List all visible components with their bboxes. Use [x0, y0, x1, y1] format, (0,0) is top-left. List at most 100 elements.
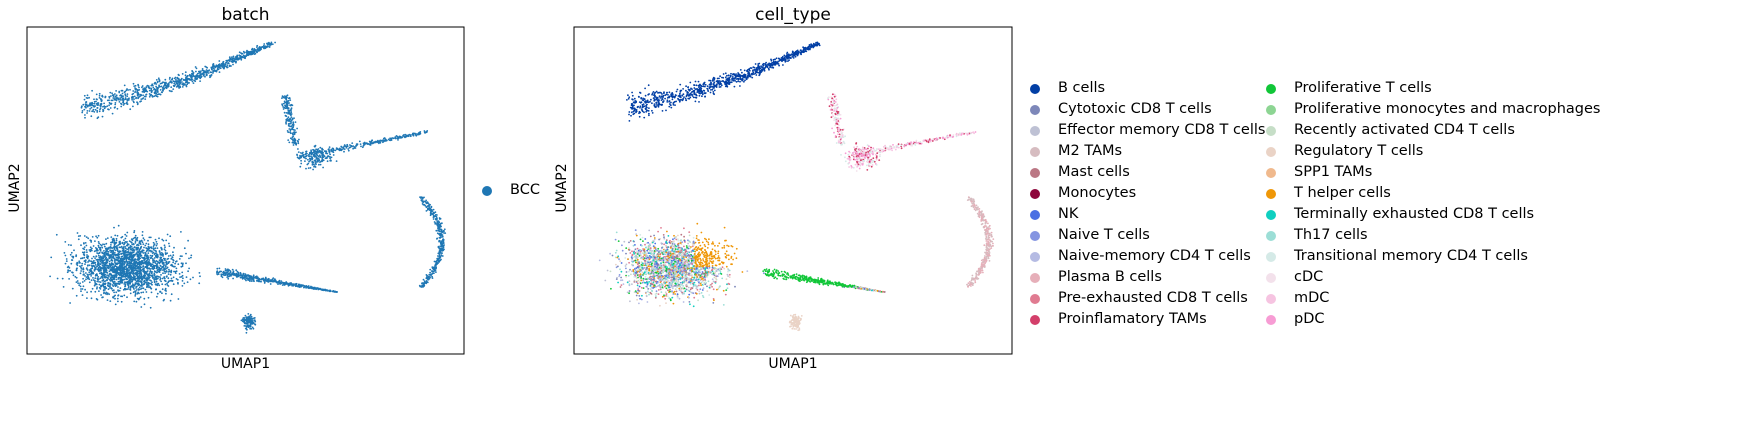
umap-point: [150, 291, 153, 294]
umap-point: [293, 133, 296, 136]
umap-point: [81, 288, 84, 290]
umap-point: [434, 269, 437, 272]
umap-point: [140, 245, 143, 248]
umap-point: [71, 287, 74, 290]
umap-point: [83, 251, 86, 254]
umap-point: [245, 279, 247, 282]
umap-point: [135, 300, 138, 303]
umap-point: [319, 163, 322, 166]
umap-point: [431, 266, 434, 269]
umap-point: [90, 103, 93, 106]
umap-point: [256, 279, 258, 282]
umap-point: [136, 279, 139, 282]
umap-point: [153, 253, 156, 256]
umap-point: [293, 117, 295, 120]
umap-point: [156, 243, 159, 245]
umap-point: [114, 95, 117, 98]
umap-point: [133, 300, 136, 303]
umap-point: [291, 132, 294, 135]
legend-item: Transitional memory CD4 T cells: [1266, 246, 1600, 267]
umap-point: [297, 148, 299, 150]
umap-point: [330, 159, 332, 162]
umap-point: [428, 273, 431, 276]
umap-point: [141, 85, 144, 87]
umap-point: [224, 274, 227, 276]
umap-point: [382, 137, 385, 140]
umap-point: [125, 266, 128, 268]
umap-point: [246, 325, 249, 327]
umap-point: [105, 257, 107, 259]
umap-point: [198, 71, 201, 73]
umap-point: [103, 102, 105, 105]
umap-point: [107, 252, 109, 255]
umap-point: [158, 84, 161, 87]
umap-point: [115, 99, 118, 102]
umap-point: [727, 74, 730, 77]
umap-point: [322, 153, 324, 156]
umap-point: [679, 83, 682, 86]
umap-point: [111, 259, 114, 262]
umap-point: [124, 273, 127, 275]
umap-point: [180, 262, 183, 265]
umap-point: [169, 254, 172, 257]
umap-point: [285, 121, 287, 124]
umap-point: [123, 242, 126, 245]
umap-point: [291, 117, 294, 120]
umap-point: [198, 282, 201, 285]
legend-item: Monocytes: [1030, 183, 1265, 204]
umap-point: [399, 136, 401, 139]
umap-point: [436, 259, 439, 261]
umap-point: [150, 93, 153, 96]
umap-point: [436, 238, 438, 240]
umap-point: [151, 254, 154, 257]
umap-point: [174, 84, 177, 86]
umap-point: [437, 227, 440, 229]
umap-point: [205, 74, 208, 76]
umap-point: [156, 295, 158, 298]
umap-point: [89, 108, 91, 110]
umap-point: [289, 137, 292, 140]
umap-point: [126, 243, 129, 245]
umap-point: [323, 154, 325, 157]
umap-point: [148, 93, 151, 95]
umap-point: [436, 214, 438, 216]
umap-point: [231, 56, 233, 59]
umap-point: [109, 300, 112, 302]
umap-point: [407, 134, 409, 137]
umap-point: [368, 140, 371, 143]
umap-point: [177, 298, 180, 300]
umap-point: [141, 234, 144, 237]
umap-point: [249, 327, 252, 330]
umap-point: [438, 221, 441, 224]
umap-point: [107, 282, 110, 285]
umap-point: [150, 264, 153, 267]
umap-point: [202, 69, 205, 72]
legend-label: Transitional memory CD4 T cells: [1294, 248, 1528, 264]
umap-point: [93, 269, 96, 271]
umap-point: [141, 86, 143, 89]
umap-point: [158, 237, 160, 240]
umap-point: [328, 149, 330, 152]
umap-point: [432, 268, 435, 271]
umap-point: [171, 81, 173, 84]
umap-point: [80, 257, 82, 260]
legend-label: B cells: [1058, 80, 1106, 96]
umap-point: [144, 90, 147, 93]
umap-point: [70, 262, 73, 265]
umap-point: [172, 84, 175, 87]
umap-point: [258, 49, 260, 52]
umap-point: [271, 43, 274, 46]
legend-label: Proliferative T cells: [1294, 80, 1432, 96]
umap-point: [320, 152, 323, 155]
umap-point: [119, 97, 121, 100]
umap-point: [104, 292, 107, 295]
umap-point: [323, 288, 326, 291]
umap-point: [222, 60, 225, 63]
umap-point: [249, 50, 252, 53]
umap-point: [244, 55, 247, 57]
umap-point: [76, 264, 79, 267]
umap-point: [161, 262, 164, 265]
umap-point: [85, 244, 88, 247]
umap-point: [113, 226, 115, 229]
umap-point: [279, 283, 282, 285]
